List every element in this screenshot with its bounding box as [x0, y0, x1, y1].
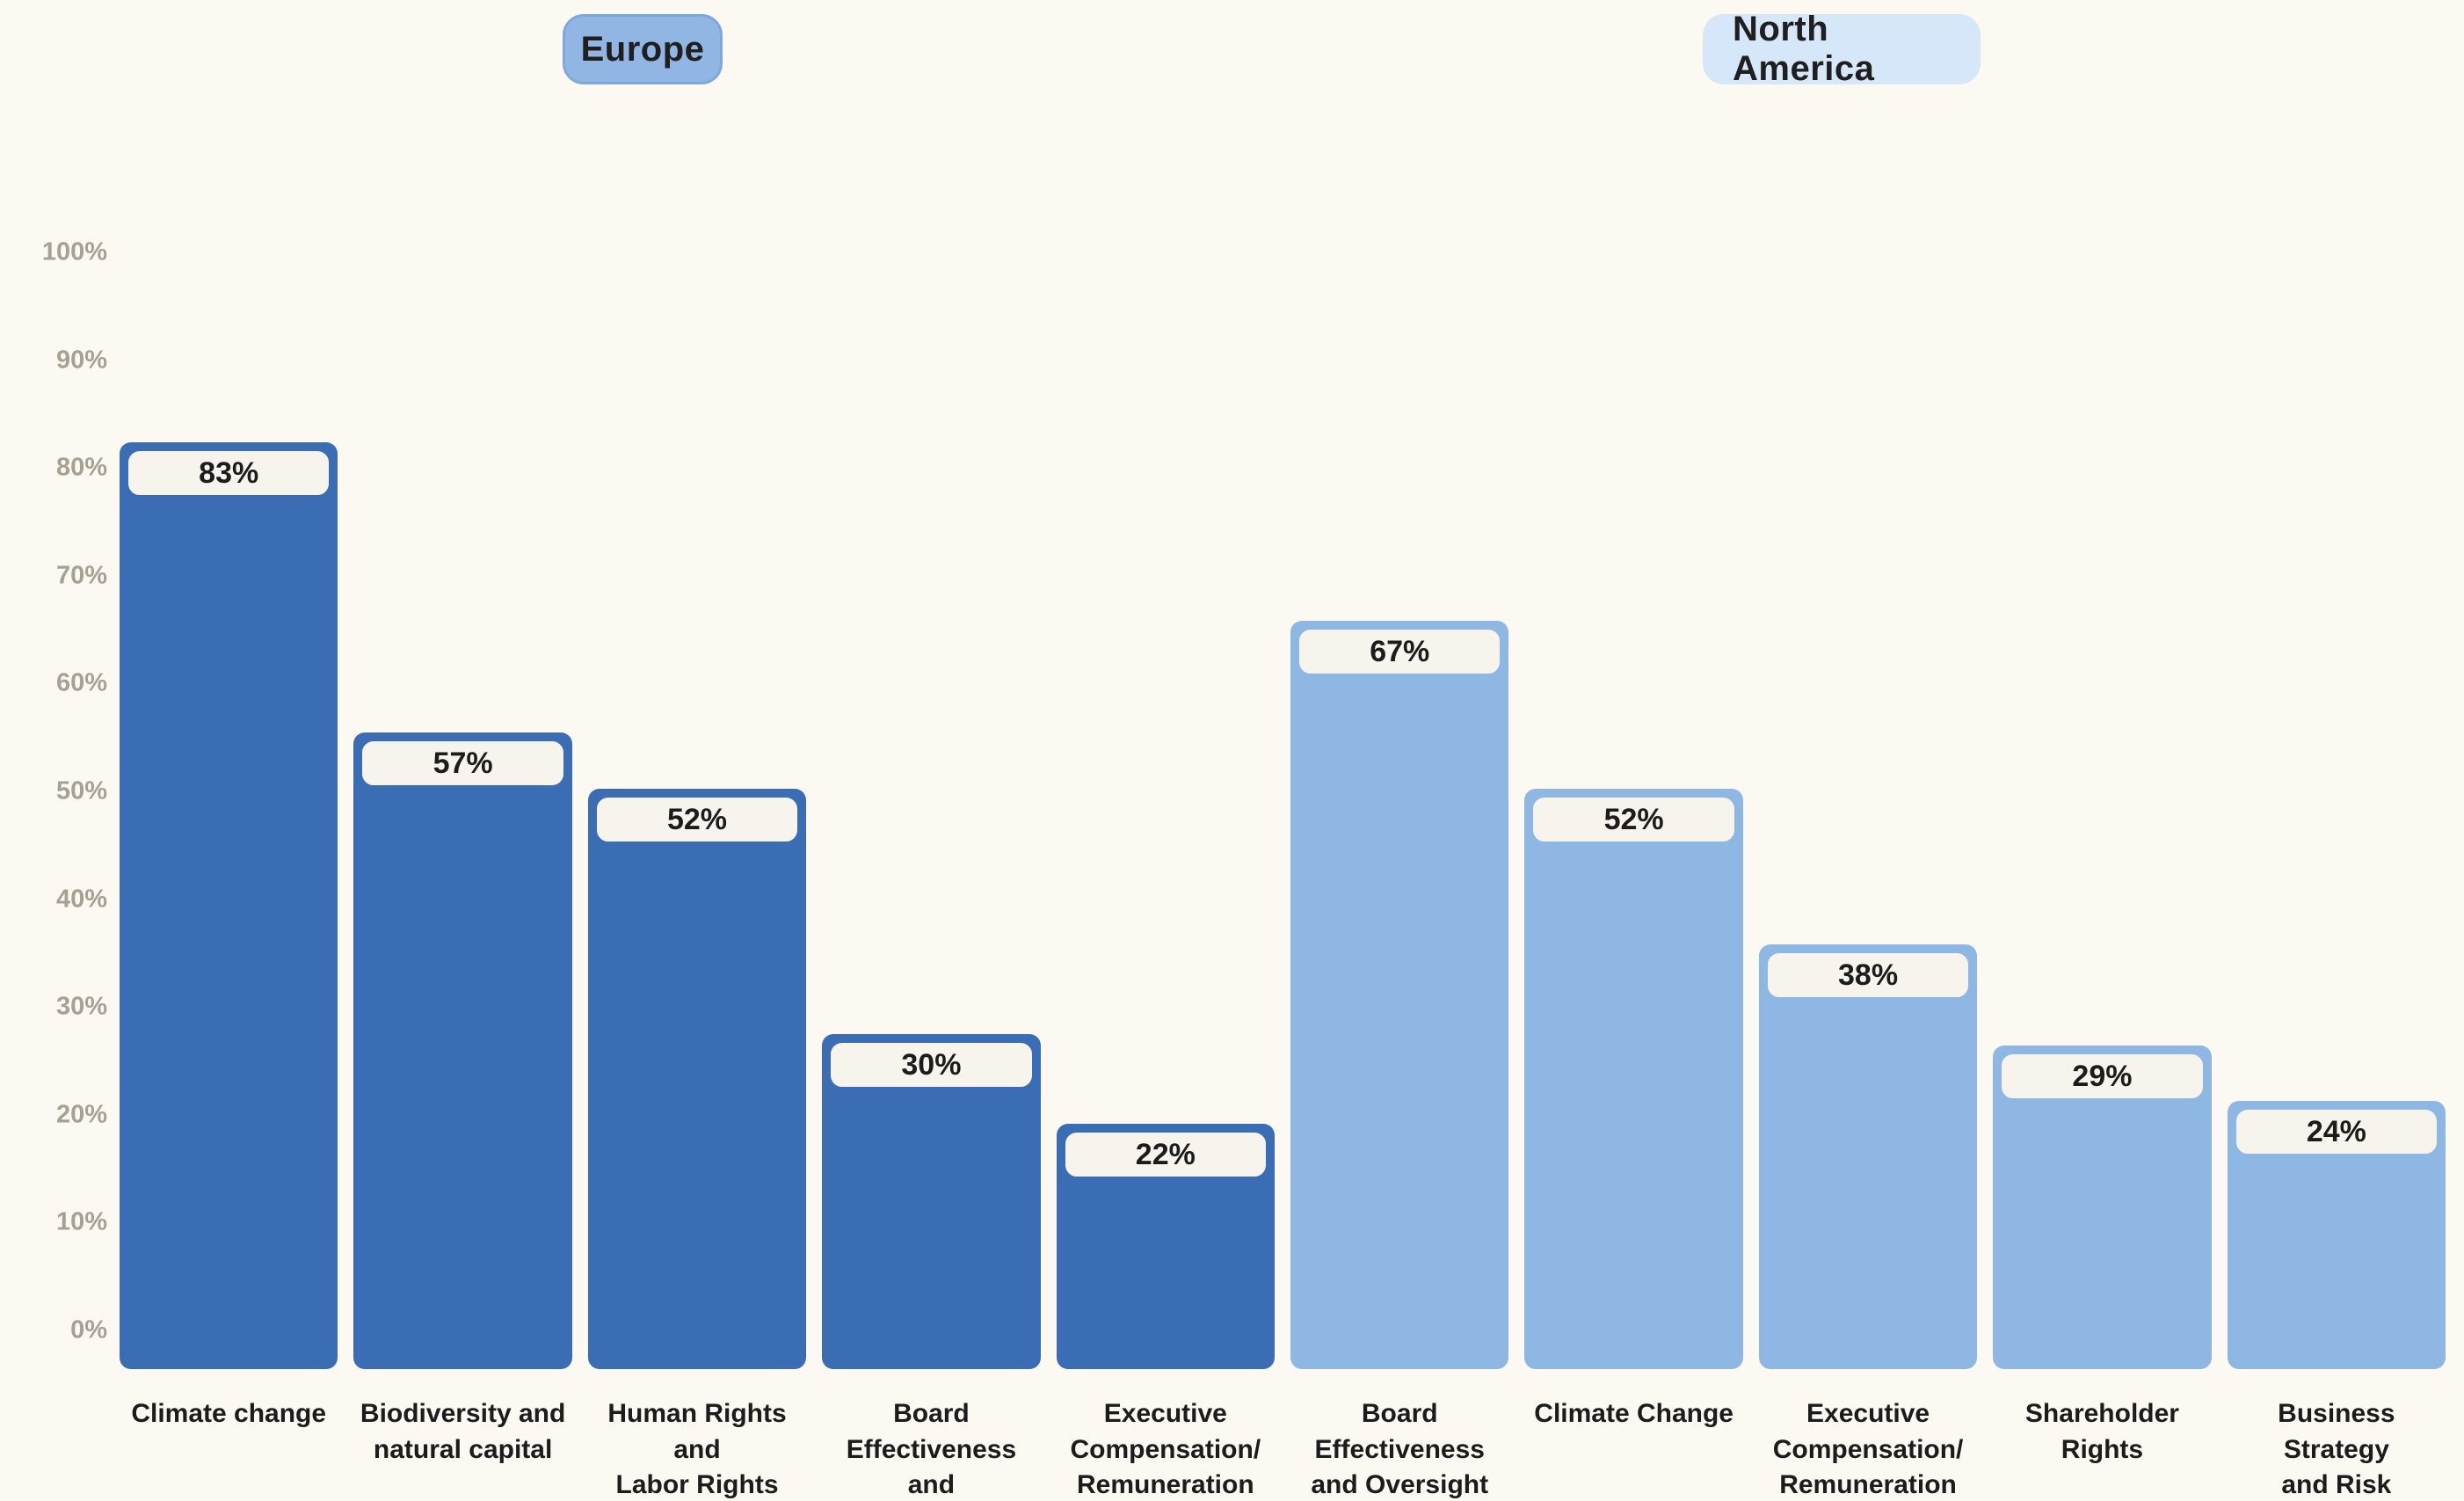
y-axis-tick-0: 0% — [70, 1315, 107, 1344]
bar-north-america-shareholder-rights: 29% — [1993, 1046, 2212, 1369]
y-axis-tick-100: 100% — [41, 237, 107, 266]
y-axis-tick-90: 90% — [55, 346, 107, 375]
y-axis-tick-40: 40% — [55, 885, 107, 914]
bar-value-badge: 83% — [126, 448, 332, 498]
category-label-climate-change: Climate change — [131, 1399, 327, 1428]
bar-north-america-business-strategy-and-risk-management: 24% — [2227, 1101, 2446, 1369]
bar-europe-climate-change: 83% — [120, 442, 338, 1369]
category-label-board-effectiveness-and-oversight: Board Effectiveness and Oversight — [846, 1399, 1017, 1499]
bar-value-badge: 22% — [1062, 1130, 1269, 1179]
category-label-executive-compensation-remuneration: Executive Compensation/ Remuneration — [1070, 1399, 1261, 1499]
category-label-business-strategy-and-risk-management: Business Strategy and Risk Management — [2278, 1399, 2395, 1499]
bar-north-america-executive-compensation-remuneration: 38% — [1758, 944, 1978, 1369]
bar-value-badge: 52% — [593, 795, 801, 844]
bars-row: 83% 57% 52% 30% 22% 67% 52% 38% 29% 24% — [120, 0, 2446, 1369]
bar-europe-human-rights-and-labor-rights: 52% — [587, 789, 807, 1369]
bar-europe-biodiversity-and-natural-capital: 57% — [353, 732, 572, 1369]
y-axis-tick-60: 60% — [55, 668, 107, 697]
bar-europe-board-effectiveness-and-oversight: 30% — [822, 1034, 1041, 1369]
y-axis-tick-30: 30% — [55, 992, 107, 1021]
legend-chip-europe[interactable]: Europe — [563, 14, 723, 84]
bar-north-america-climate-change: 52% — [1524, 789, 1743, 1369]
category-label-executive-compensation-remuneration: Executive Compensation/ Remuneration — [1772, 1399, 1964, 1499]
bar-value-badge: 38% — [1764, 951, 1972, 1000]
y-axis-tick-50: 50% — [55, 776, 107, 805]
category-label-shareholder-rights: Shareholder Rights — [2024, 1399, 2179, 1464]
y-axis-tick-80: 80% — [55, 453, 107, 482]
bar-north-america-board-effectiveness-and-oversight: 67% — [1290, 621, 1509, 1369]
y-axis-tick-10: 10% — [55, 1207, 107, 1236]
bar-value-badge: 30% — [828, 1040, 1035, 1089]
category-label-climate-change: Climate Change — [1534, 1399, 1734, 1428]
bar-value-badge: 57% — [360, 739, 566, 788]
legend-chip-north-america[interactable]: North America — [1703, 10, 1981, 88]
bar-value-badge: 24% — [2233, 1107, 2440, 1156]
y-axis-tick-70: 70% — [55, 561, 107, 590]
category-label-board-effectiveness-and-oversight: Board Effectiveness and Oversight — [1311, 1399, 1489, 1499]
y-axis-tick-20: 20% — [55, 1100, 107, 1129]
bar-value-badge: 52% — [1530, 795, 1737, 844]
bar-value-badge: 29% — [1999, 1052, 2206, 1101]
x-axis-category-labels: Climate change Biodiversity and natural c… — [120, 1396, 2446, 1501]
bar-europe-executive-compensation-remuneration: 22% — [1056, 1124, 1276, 1369]
category-label-human-rights-and-labor-rights: Human Rights and Labor Rights — [607, 1399, 787, 1499]
category-label-biodiversity-and-natural-capital: Biodiversity and natural capital — [360, 1399, 566, 1464]
y-axis: 100% 90% 80% 70% 60% 50% 40% 30% 20% 10% 0% — [0, 0, 107, 1501]
bar-value-badge: 67% — [1297, 627, 1503, 676]
